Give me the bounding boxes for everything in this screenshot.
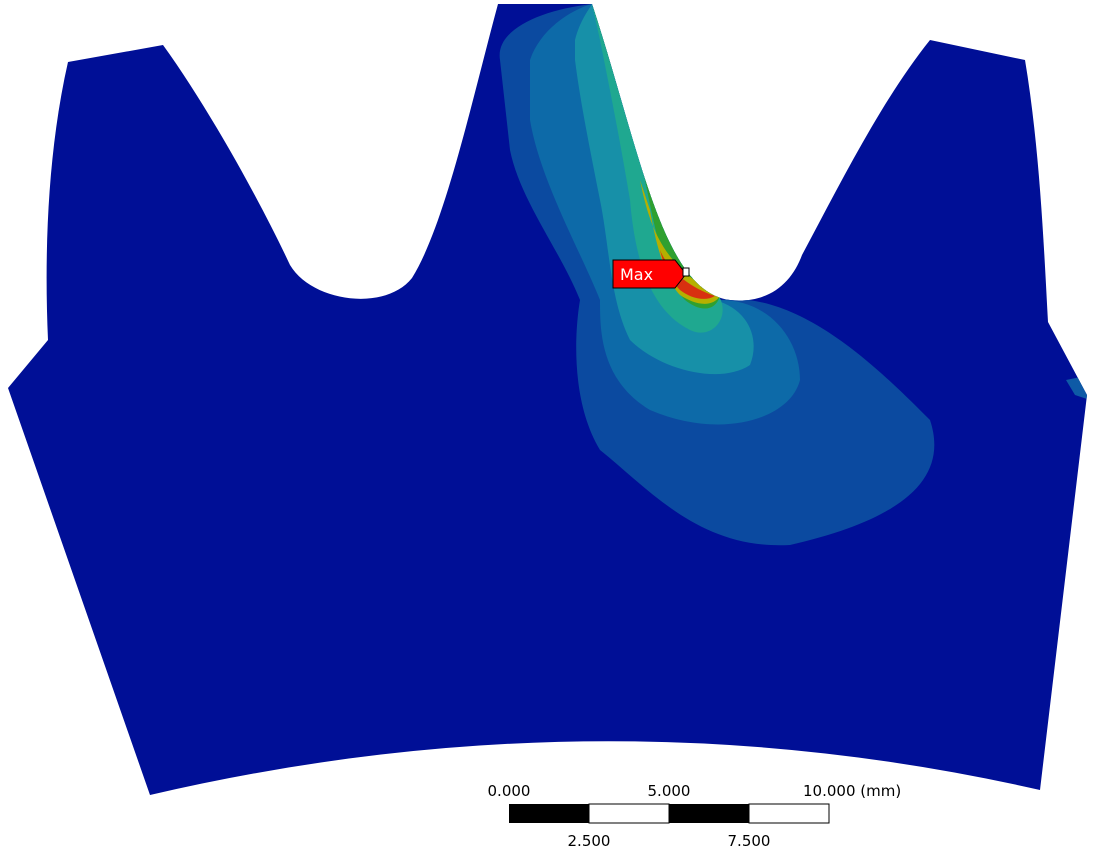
- scale-segment: [509, 804, 589, 823]
- scale-label: 0.000: [488, 782, 531, 800]
- scale-segment: [749, 804, 829, 823]
- viewport: Max 0.000 5.000 10.000 (mm) 2.500 7.500: [0, 0, 1099, 854]
- page: {"probe": {"label": "Max"}, "scale_bar":…: [0, 0, 1099, 854]
- scale-segment: [589, 804, 669, 823]
- scale-label: 5.000: [648, 782, 691, 800]
- scale-label: 10.000 (mm): [803, 782, 901, 800]
- max-probe: Max: [613, 260, 689, 288]
- probe-point: [683, 268, 689, 276]
- scale-label: 7.500: [728, 832, 771, 850]
- scale-segment: [669, 804, 749, 823]
- scale-bar: 0.000 5.000 10.000 (mm) 2.500 7.500: [488, 782, 902, 850]
- gear-contour: [0, 0, 1099, 854]
- scale-label: 2.500: [568, 832, 611, 850]
- probe-label: Max: [620, 265, 653, 284]
